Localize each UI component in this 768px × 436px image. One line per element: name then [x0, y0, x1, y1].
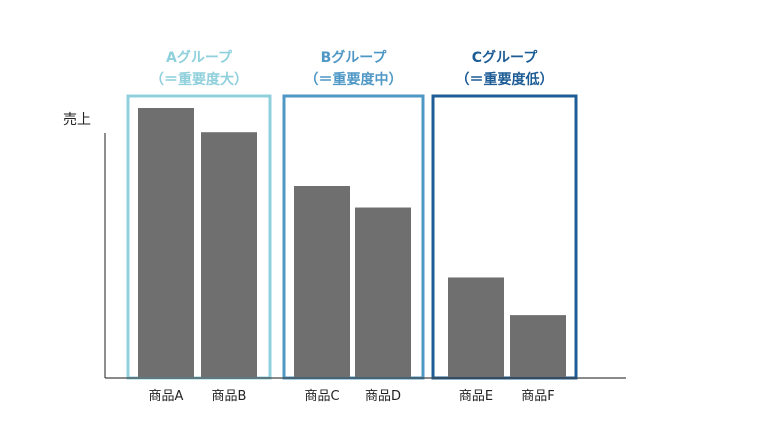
bar-2	[201, 132, 257, 377]
group-title: Aグループ	[166, 49, 233, 66]
bar-4	[355, 207, 411, 377]
group-title: Bグループ	[321, 49, 388, 66]
bar-5	[448, 277, 504, 377]
group-boxes: Aグループ （＝重要度大） Bグループ （＝重要度中） Cグループ （＝重要度低）	[126, 49, 578, 380]
x-tick-labels: 商品A 商品B 商品C 商品D 商品E 商品F	[149, 389, 555, 404]
y-axis-label: 売上	[63, 112, 91, 128]
x-tick-label: 商品F	[521, 389, 554, 404]
x-tick-label: 商品A	[149, 389, 184, 404]
x-tick-label: 商品C	[304, 389, 339, 404]
x-tick-label: 商品D	[365, 389, 401, 404]
bar-6	[510, 315, 566, 377]
group-subtitle: （＝重要度中）	[305, 71, 403, 88]
bar-3	[294, 186, 350, 377]
x-tick-label: 商品B	[212, 389, 247, 404]
axes: 売上	[63, 112, 626, 379]
x-tick-label: 商品E	[459, 389, 493, 404]
group-subtitle: （＝重要度大）	[150, 71, 248, 88]
bar-1	[138, 108, 194, 377]
group-subtitle: （＝重要度低）	[456, 71, 554, 88]
group-title: Cグループ	[472, 49, 538, 66]
bars	[138, 108, 566, 377]
